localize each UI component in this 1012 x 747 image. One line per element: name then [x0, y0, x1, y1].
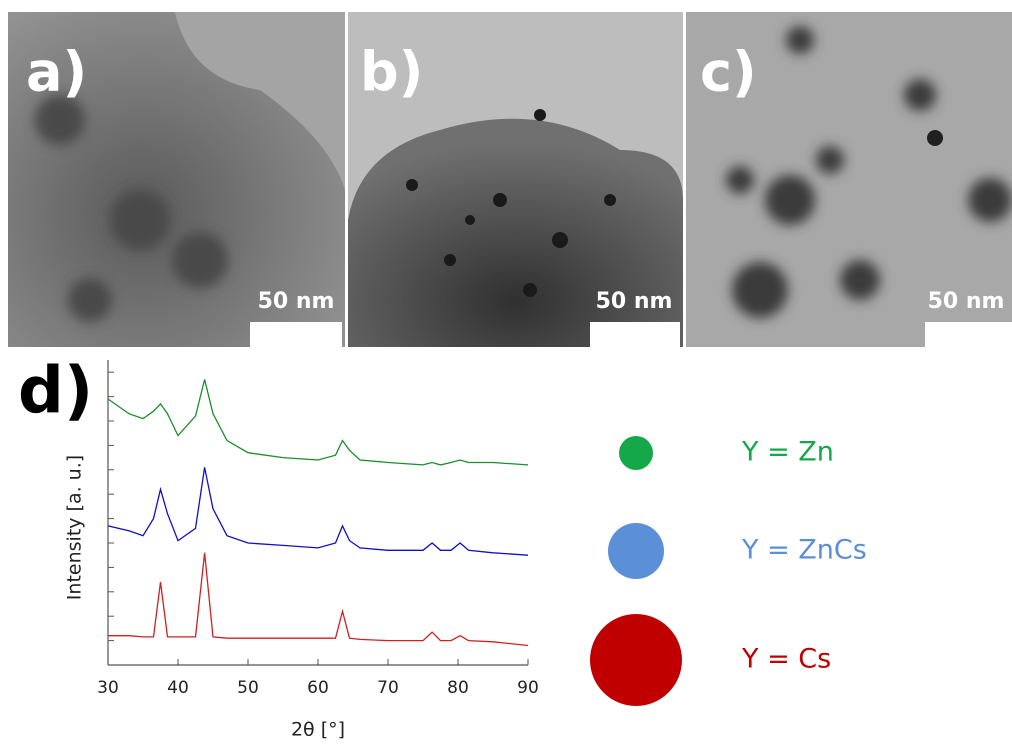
y-axis-label: Intensity [a. u.] [64, 455, 86, 600]
legend-marker [608, 523, 664, 579]
x-tick-label: 40 [167, 678, 189, 698]
xrd-trace [108, 553, 528, 646]
panel-label: c) [700, 41, 757, 104]
scale-bar-label: 50 nm [596, 289, 673, 314]
x-tick-label: 70 [377, 678, 399, 698]
legend-marker [619, 436, 653, 470]
panel-label: b) [360, 41, 423, 104]
legend-marker [590, 614, 682, 706]
scale-bar [925, 322, 1012, 347]
panel-label: a) [26, 41, 87, 104]
tem-image-b: b) 50 nm [348, 12, 683, 347]
scale-bar [250, 322, 342, 347]
tem-image-c: c) 50 nm [686, 12, 1012, 347]
x-tick-label: 90 [517, 678, 539, 698]
x-tick-label: 30 [97, 678, 119, 698]
x-tick-label: 80 [447, 678, 469, 698]
scale-bar [590, 322, 680, 347]
xrd-trace [108, 467, 528, 555]
x-axis-label: 2θ [°] [291, 719, 345, 741]
legend-label: Y = Cs [741, 644, 831, 675]
x-tick-label: 50 [237, 678, 259, 698]
tem-image-a: a) 50 nm [8, 12, 345, 347]
xrd-trace [108, 380, 528, 465]
scale-bar-label: 50 nm [258, 289, 335, 314]
scale-bar-label: 50 nm [928, 289, 1005, 314]
figure: a) 50 nm b) 50 nm c) 50 nm d) 30 40 50 60 70… [0, 0, 1012, 747]
xrd-chart: 30 40 50 60 70 80 90 2θ [°] Intensity [a. u.] Y =… [64, 360, 867, 741]
legend-label: Y = Zn [741, 437, 834, 468]
panel-label: d) [18, 355, 93, 429]
legend-label: Y = ZnCs [741, 535, 867, 566]
x-tick-label: 60 [307, 678, 329, 698]
